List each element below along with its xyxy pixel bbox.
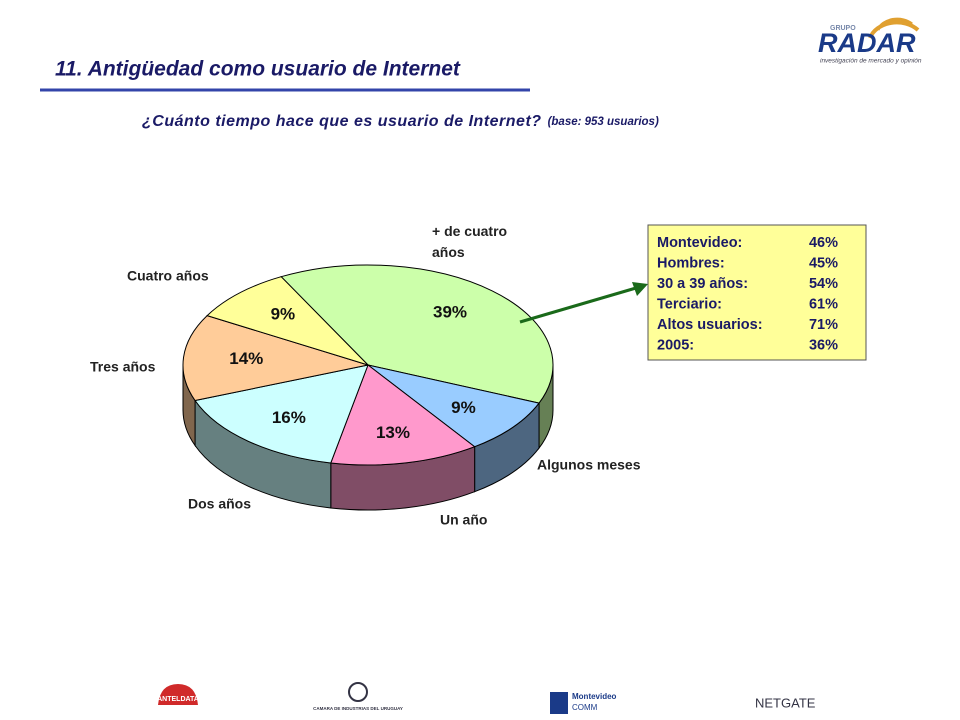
value-label: 13% [376, 423, 410, 442]
category-label-line: años [432, 244, 465, 260]
callout-label: Hombres: [657, 255, 725, 271]
logo-arc [868, 20, 920, 39]
category-label: + de cuatro años [432, 223, 507, 260]
callout-arrow [519, 286, 637, 324]
callout-value: 61% [809, 296, 838, 312]
pie-slice [330, 364, 476, 466]
callout-rows: Montevideo: 46% Hombres: 45% 30 a 39 años: 54… [657, 235, 838, 354]
callout-label: 30 a 39 años: [657, 276, 748, 292]
callout-value: 54% [809, 276, 838, 292]
value-label: 9% [271, 304, 296, 323]
footer-logo: CAMARA DE INDUSTRIAS DEL URUGUAY [313, 706, 403, 711]
footer-logo: Montevideo [572, 692, 617, 701]
callout-box [647, 224, 867, 361]
subtitle: ¿Cuánto tiempo hace que es usuario de In… [142, 113, 659, 130]
category-label: Tres años [90, 359, 156, 375]
callout-value: 45% [809, 255, 838, 271]
category-label-line: + de cuatro [432, 223, 507, 239]
title: 11. Antigüedad como usuario de Internet [55, 58, 461, 81]
pie-slice [206, 276, 369, 366]
subtitle-main: ¿Cuánto tiempo hace que es usuario de In… [142, 113, 542, 130]
value-label: 14% [229, 349, 263, 368]
callout-value: 46% [809, 235, 838, 251]
subtitle-note: (base: 953 usuarios) [548, 116, 659, 128]
logo-shape [550, 692, 568, 714]
category-label: Algunos meses [537, 457, 641, 473]
pie-slice [280, 264, 554, 404]
logo-shape [158, 684, 198, 705]
radar-logo: GRUPO RADAR investigación de mercado y o… [818, 17, 922, 65]
pie-slice [182, 315, 369, 402]
callout-value: 36% [809, 337, 838, 353]
pie-slice [194, 364, 369, 464]
pie-slice [367, 364, 540, 448]
logo-shape [348, 682, 368, 702]
callout-label: Altos usuarios: [657, 317, 763, 333]
category-label: Un año [440, 512, 487, 528]
footer-logo: ANTELDATA [157, 696, 199, 703]
callout-label: Montevideo: [657, 235, 742, 251]
logo-arc [876, 17, 913, 31]
footer-logos: ANTELDATA CAMARA DE INDUSTRIAS DEL URUGU… [157, 682, 816, 714]
callout-arrowhead [632, 282, 648, 296]
logo-group: GRUPO [830, 25, 856, 32]
logo-name: RADAR [818, 28, 916, 58]
category-label: Cuatro años [127, 268, 209, 284]
value-label: 39% [433, 303, 467, 322]
callout-label: Terciario: [657, 296, 722, 312]
footer-logo: NETGATE [755, 695, 816, 710]
logo-tagline: investigación de mercado y opinión [820, 58, 922, 65]
footer-logo: COMM [572, 703, 598, 712]
category-label: Dos años [188, 496, 251, 512]
callout-label: 2005: [657, 337, 694, 353]
value-label: 9% [451, 398, 476, 417]
value-label: 16% [272, 408, 306, 427]
callout-value: 71% [809, 317, 838, 333]
pie-chart: 39% + de cuatro años 9% Algunos meses 13% Un a… [90, 223, 641, 528]
